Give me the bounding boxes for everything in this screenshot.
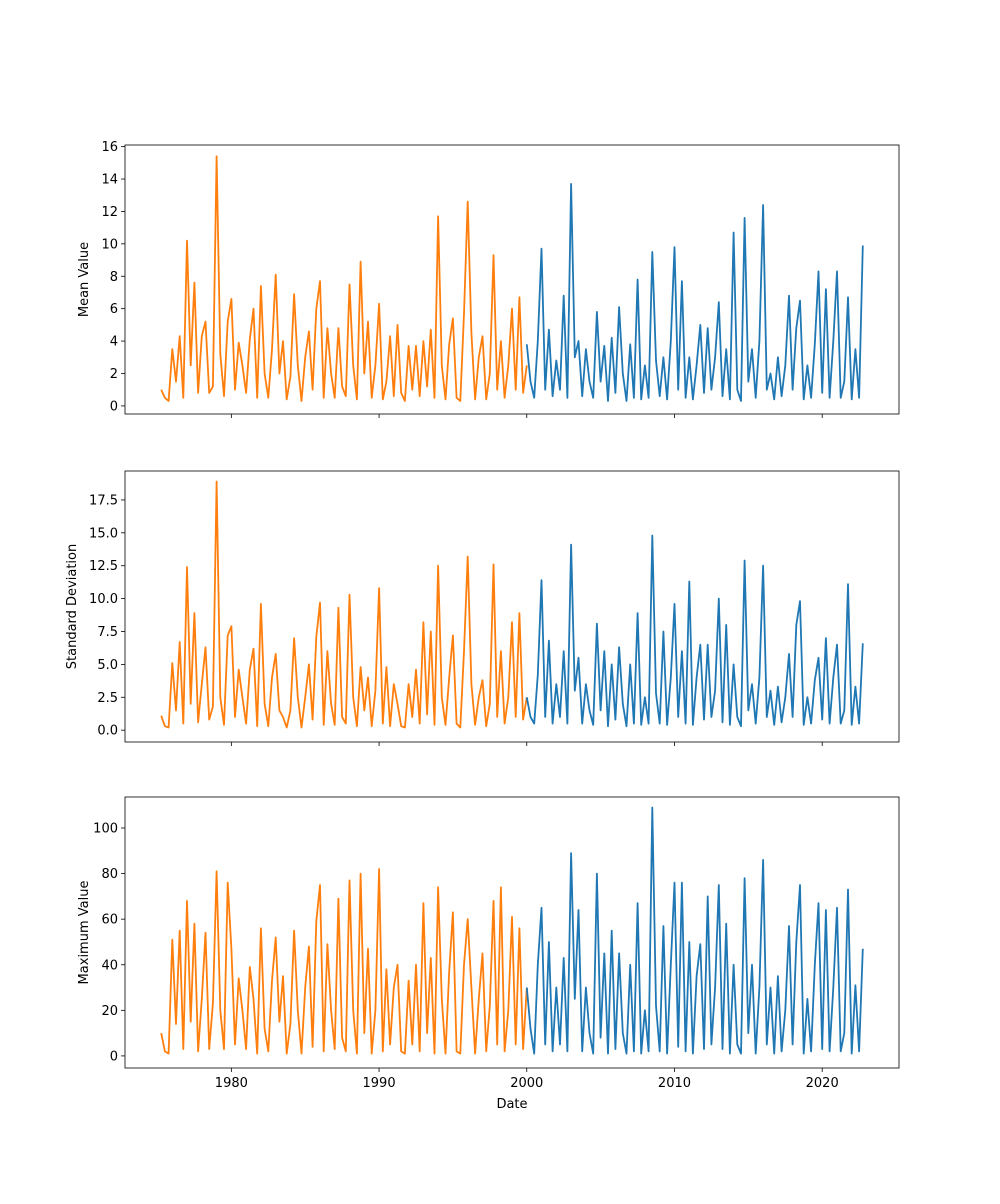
y-tick-label: 14 xyxy=(101,173,118,188)
y-tick-label: 0 xyxy=(110,1049,118,1064)
subplot-1: 0 2 4 6 8 10 12 14 16 Mean Value xyxy=(77,140,900,418)
series-line-historical xyxy=(160,868,528,1055)
y-axis-label: Mean Value xyxy=(77,242,92,317)
y-tick-label: 40 xyxy=(101,958,118,973)
x-axis-label: Date xyxy=(496,1097,527,1112)
x-tick-label: 2000 xyxy=(510,1076,543,1091)
axes-frame xyxy=(124,144,900,415)
y-tick-label: 100 xyxy=(93,821,118,836)
y-tick-label: 10 xyxy=(101,237,118,252)
series-line-recent xyxy=(525,806,864,1055)
series-line-recent xyxy=(525,534,864,728)
y-tick-label: 10.0 xyxy=(89,592,118,607)
series-line-historical xyxy=(160,155,528,402)
y-axis-label: Maximum Value xyxy=(77,881,92,985)
y-axis-label: Standard Deviation xyxy=(65,544,80,669)
y-tick-label: 0 xyxy=(110,399,118,414)
x-tick-label: 1990 xyxy=(363,1076,396,1091)
y-tick-label: 80 xyxy=(101,867,118,882)
y-tick-label: 16 xyxy=(101,140,118,155)
y-tick-label: 4 xyxy=(110,335,118,350)
y-tick-label: 7.5 xyxy=(97,625,118,640)
y-tick-label: 2 xyxy=(110,367,118,382)
subplot-3: 0 20 40 60 80 100 1980 1990 2000 2010 2020 Maximum … xyxy=(77,796,900,1091)
y-tick-label: 60 xyxy=(101,913,118,928)
y-tick-label: 0.0 xyxy=(97,724,118,739)
series-line-recent xyxy=(525,182,864,402)
x-tick-label: 1980 xyxy=(215,1076,248,1091)
y-tick-label: 12 xyxy=(101,205,118,220)
y-tick-label: 17.5 xyxy=(89,493,118,508)
y-tick-label: 20 xyxy=(101,1004,118,1019)
y-tick-label: 15.0 xyxy=(89,526,118,541)
y-tick-label: 12.5 xyxy=(89,559,118,574)
axes-frame xyxy=(124,470,900,743)
y-tick-label: 5.0 xyxy=(97,658,118,673)
x-tick-label: 2020 xyxy=(806,1076,839,1091)
series-line-historical xyxy=(160,480,528,729)
y-tick-label: 2.5 xyxy=(97,691,118,706)
x-tick-label: 2010 xyxy=(658,1076,691,1091)
y-tick-label: 8 xyxy=(110,270,118,285)
axes-frame xyxy=(124,796,900,1069)
y-tick-label: 6 xyxy=(110,302,118,317)
subplot-2: 0.0 2.5 5.0 7.5 10.0 12.5 15.0 17.5 Standard Dev… xyxy=(65,470,900,746)
